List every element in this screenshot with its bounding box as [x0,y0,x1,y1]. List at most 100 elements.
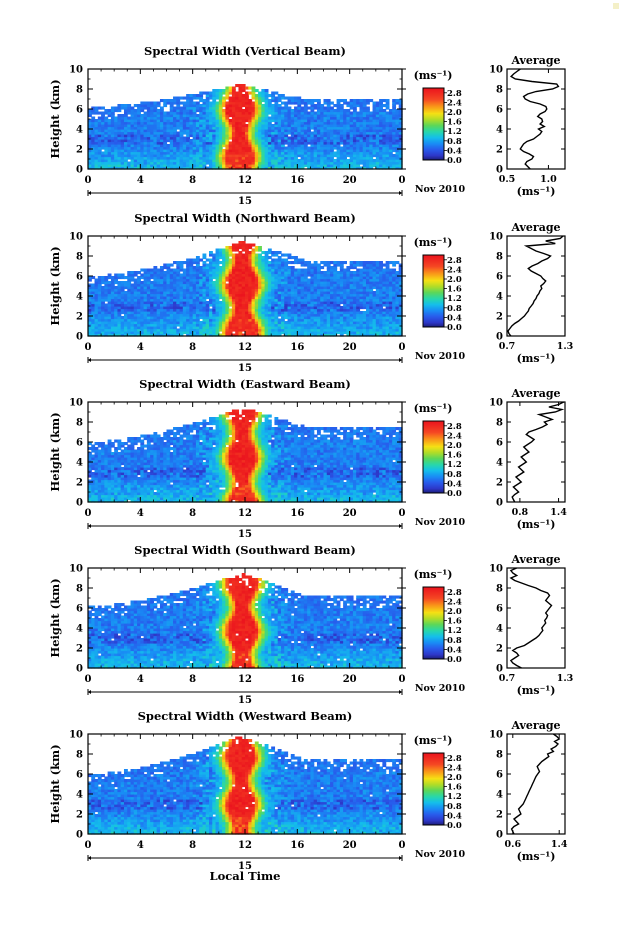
heatmap-cell [104,156,109,160]
heatmap-cell [215,154,220,158]
heatmap-cell [143,296,148,300]
heatmap-cell [316,306,321,310]
heatmap-cell [215,293,220,297]
heatmap-cell [251,156,256,160]
heatmap-cell [231,161,236,165]
heatmap-cell [104,116,109,120]
heatmap-cell [195,136,200,140]
heatmap-cell [248,281,253,285]
heatmap-cell [146,156,151,160]
heatmap-cell [248,164,253,168]
heatmap-cell [258,146,262,150]
heatmap-cell [284,116,289,120]
heatmap-cell [258,106,262,110]
heatmap-cell [248,104,253,108]
heatmap-cell [140,101,145,105]
heatmap-cell [169,316,174,320]
heatmap-cell [356,146,361,150]
heatmap-cell [231,104,236,108]
heatmap-cell [202,114,207,118]
heatmap-cell [323,109,328,113]
heatmap-cell [280,141,285,145]
heatmap-cell [326,266,331,270]
heatmap-cell [192,96,197,100]
heatmap-cell [195,301,200,305]
heatmap-cell [228,313,233,317]
heatmap-cell [248,276,253,280]
heatmap-cell [222,278,226,282]
heatmap-cell [186,283,190,287]
heatmap-cell [222,164,226,168]
heatmap-cell [123,286,128,290]
heatmap-cell [248,323,253,327]
heatmap-cell [395,154,400,158]
heatmap-cell [297,313,302,317]
heatmap-cell [382,136,387,140]
heatmap-cell [150,293,155,297]
heatmap-cell [228,273,233,277]
heatmap-cell [248,146,253,150]
heatmap-cell [192,116,197,120]
heatmap-cell [258,141,262,145]
heatmap-cell [303,326,308,330]
heatmap-cell [228,298,233,302]
heatmap-cell [388,124,393,128]
heatmap-cell [205,291,210,295]
heatmap-cell [215,261,220,265]
heatmap-cell [274,271,279,275]
heatmap-cell [297,149,302,153]
heatmap-cell [248,296,253,300]
heatmap-cell [163,293,168,297]
heatmap-cell [91,144,96,148]
heatmap-cell [205,126,210,130]
heatmap-cell [307,328,312,332]
heatmap-cell [225,166,230,170]
heatmap-cell [202,156,207,160]
heatmap-cell [254,296,259,300]
heatmap-cell [362,166,367,170]
heatmap-cell [209,303,213,307]
heatmap-cell [290,333,295,337]
heatmap-cell [120,293,125,297]
heatmap-cell [192,331,197,335]
heatmap-cell [356,124,361,128]
colorbar-swatch [423,120,444,123]
heatmap-cell [320,306,325,310]
heatmap-cell [333,111,338,115]
heatmap-cell [120,323,125,327]
heatmap-cell [120,283,125,287]
heatmap-cell [349,151,354,155]
heatmap-cell [297,126,302,130]
heatmap-cell [173,303,177,307]
heatmap-cell [91,318,96,322]
heatmap-cell [290,121,295,125]
heatmap-cell [182,124,187,128]
heatmap-cell [192,104,197,108]
heatmap-cell [218,256,223,260]
heatmap-cell [195,291,200,295]
heatmap-cell [287,146,292,150]
heatmap-cell [277,331,282,335]
heatmap-cell [254,283,259,287]
heatmap-cell [97,111,102,115]
heatmap-cell [231,316,236,320]
heatmap-cell [97,281,102,285]
heatmap-cell [261,159,266,163]
heatmap-cell [254,126,259,130]
heatmap-cell [359,161,364,165]
heatmap-cell [392,104,397,108]
heatmap-cell [169,263,174,267]
heatmap-cell [215,276,220,280]
heatmap-cell [179,109,184,113]
heatmap-cell [117,331,122,335]
heatmap-cell [225,146,230,150]
heatmap-cell [169,303,174,307]
heatmap-cell [218,313,223,317]
heatmap-cell [333,164,338,168]
heatmap-cell [287,136,292,140]
heatmap-cell [228,131,233,135]
heatmap-cell [205,161,210,165]
heatmap-cell [277,266,282,270]
heatmap-cell [320,139,325,143]
heatmap-cell [330,151,334,155]
